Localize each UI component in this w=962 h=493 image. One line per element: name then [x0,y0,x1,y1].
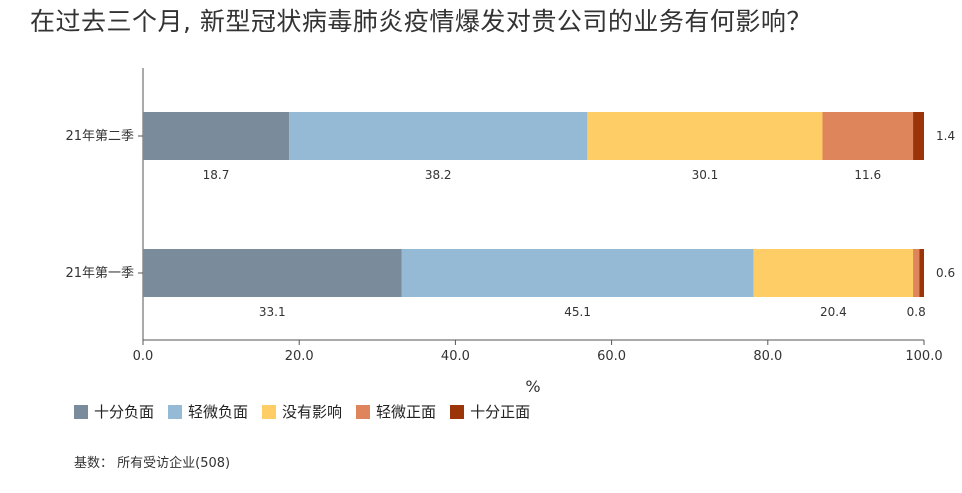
x-tick-label: 60.0 [597,349,626,364]
bar-segment [913,249,920,297]
data-label: 38.2 [425,168,452,182]
data-label: 20.4 [820,305,847,319]
legend-item: 十分负面 [74,401,154,422]
bar-segment [919,249,924,297]
legend-label: 轻微负面 [188,403,249,421]
legend-item: 十分正面 [450,401,530,422]
bar-segment [401,249,754,297]
x-tick-label: 100.0 [905,349,942,364]
x-tick-label: 20.0 [285,349,314,364]
data-label: 0.8 [907,305,926,319]
legend-swatch [74,404,88,419]
bar-segment [753,249,914,297]
data-label: 1.4 [936,129,955,143]
legend-label: 十分负面 [94,403,155,421]
bar-segment [587,112,823,160]
bar-segment [289,112,588,160]
legend-item: 没有影响 [262,401,342,422]
bar-segment [822,112,914,160]
x-tick-label: 0.0 [133,349,154,364]
data-label: 11.6 [854,168,881,182]
legend-swatch [356,404,371,419]
base-footnote: 基数： 所有受访企业(508) [74,456,231,471]
legend-label: 轻微正面 [376,403,437,421]
legend-item: 轻微正面 [356,401,436,422]
legend-swatch [262,404,277,419]
data-label: 45.1 [564,305,591,319]
legend-label: 没有影响 [282,403,343,421]
data-label: 33.1 [259,305,286,319]
data-label: 30.1 [692,168,719,182]
x-tick-label: 80.0 [753,349,782,364]
category-label: 21年第二季 [65,129,134,144]
legend-swatch [450,404,465,419]
stacked-bar-chart: 0.0 20.0 40.0 60.0 80.0 100.0% 21年第二季 18.7 38.2 3… [65,68,955,396]
bar-segment [143,112,290,160]
data-label: 18.7 [203,168,230,182]
legend: 十分负面 轻微负面 没有影响 轻微正面 十分正面 [74,401,530,422]
legend-swatch [168,404,183,419]
bar-segment [913,112,924,160]
bar-segment [143,249,402,297]
legend-item: 轻微负面 [168,401,248,422]
chart-title: 在过去三个月, 新型冠状病毒肺炎疫情爆发对贵公司的业务有何影响？ [30,7,812,36]
category-label: 21年第一季 [65,266,134,281]
x-tick-label: 40.0 [441,349,470,364]
data-label: 0.6 [936,266,955,280]
legend-label: 十分正面 [470,403,531,421]
x-axis-title: % [525,377,540,396]
